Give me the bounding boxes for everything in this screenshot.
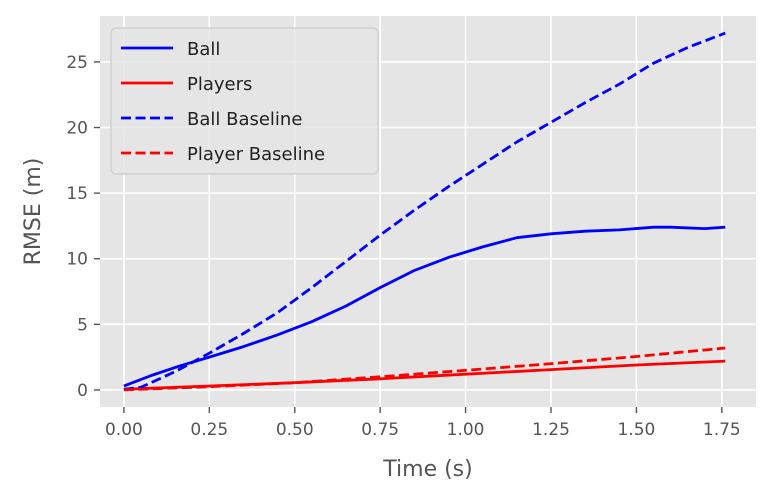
legend-label: Player Baseline xyxy=(187,144,325,165)
y-tick-label: 10 xyxy=(66,250,88,270)
y-tick-label: 25 xyxy=(66,53,88,73)
y-tick-label: 0 xyxy=(77,381,88,401)
x-tick-label: 0.25 xyxy=(190,420,228,440)
series-line-4 xyxy=(123,346,726,392)
y-tick-label: 15 xyxy=(66,184,88,204)
legend: Ball Players Ball Baseline Player Baseline xyxy=(110,27,379,175)
y-tick-label: 20 xyxy=(66,119,88,139)
y-tick-label: 5 xyxy=(77,315,88,335)
x-tick-label: 0.75 xyxy=(361,420,399,440)
x-tick-label: 1.00 xyxy=(447,420,485,440)
series-line-2 xyxy=(123,359,726,391)
legend-label: Ball Baseline xyxy=(187,109,302,130)
axis-ticks: 0.00 0.25 0.50 0.75 1.00 1.25 1.50 1.75 0 5 10 15 20… xyxy=(66,53,740,440)
series-line-3 xyxy=(123,31,726,391)
x-tick-label: 0.00 xyxy=(105,420,143,440)
x-tick-label: 0.50 xyxy=(276,420,314,440)
x-tick-label: 1.50 xyxy=(617,420,655,440)
series-line-1 xyxy=(123,225,726,388)
x-axis-label: Time (s) xyxy=(382,457,472,482)
legend-label: Players xyxy=(187,74,252,95)
y-axis-label: RMSE (m) xyxy=(21,158,46,266)
legend-label: Ball xyxy=(187,39,220,60)
x-tick-label: 1.25 xyxy=(532,420,570,440)
x-tick-label: 1.75 xyxy=(703,420,741,440)
legend-box xyxy=(110,27,379,175)
series-lines xyxy=(123,31,726,392)
